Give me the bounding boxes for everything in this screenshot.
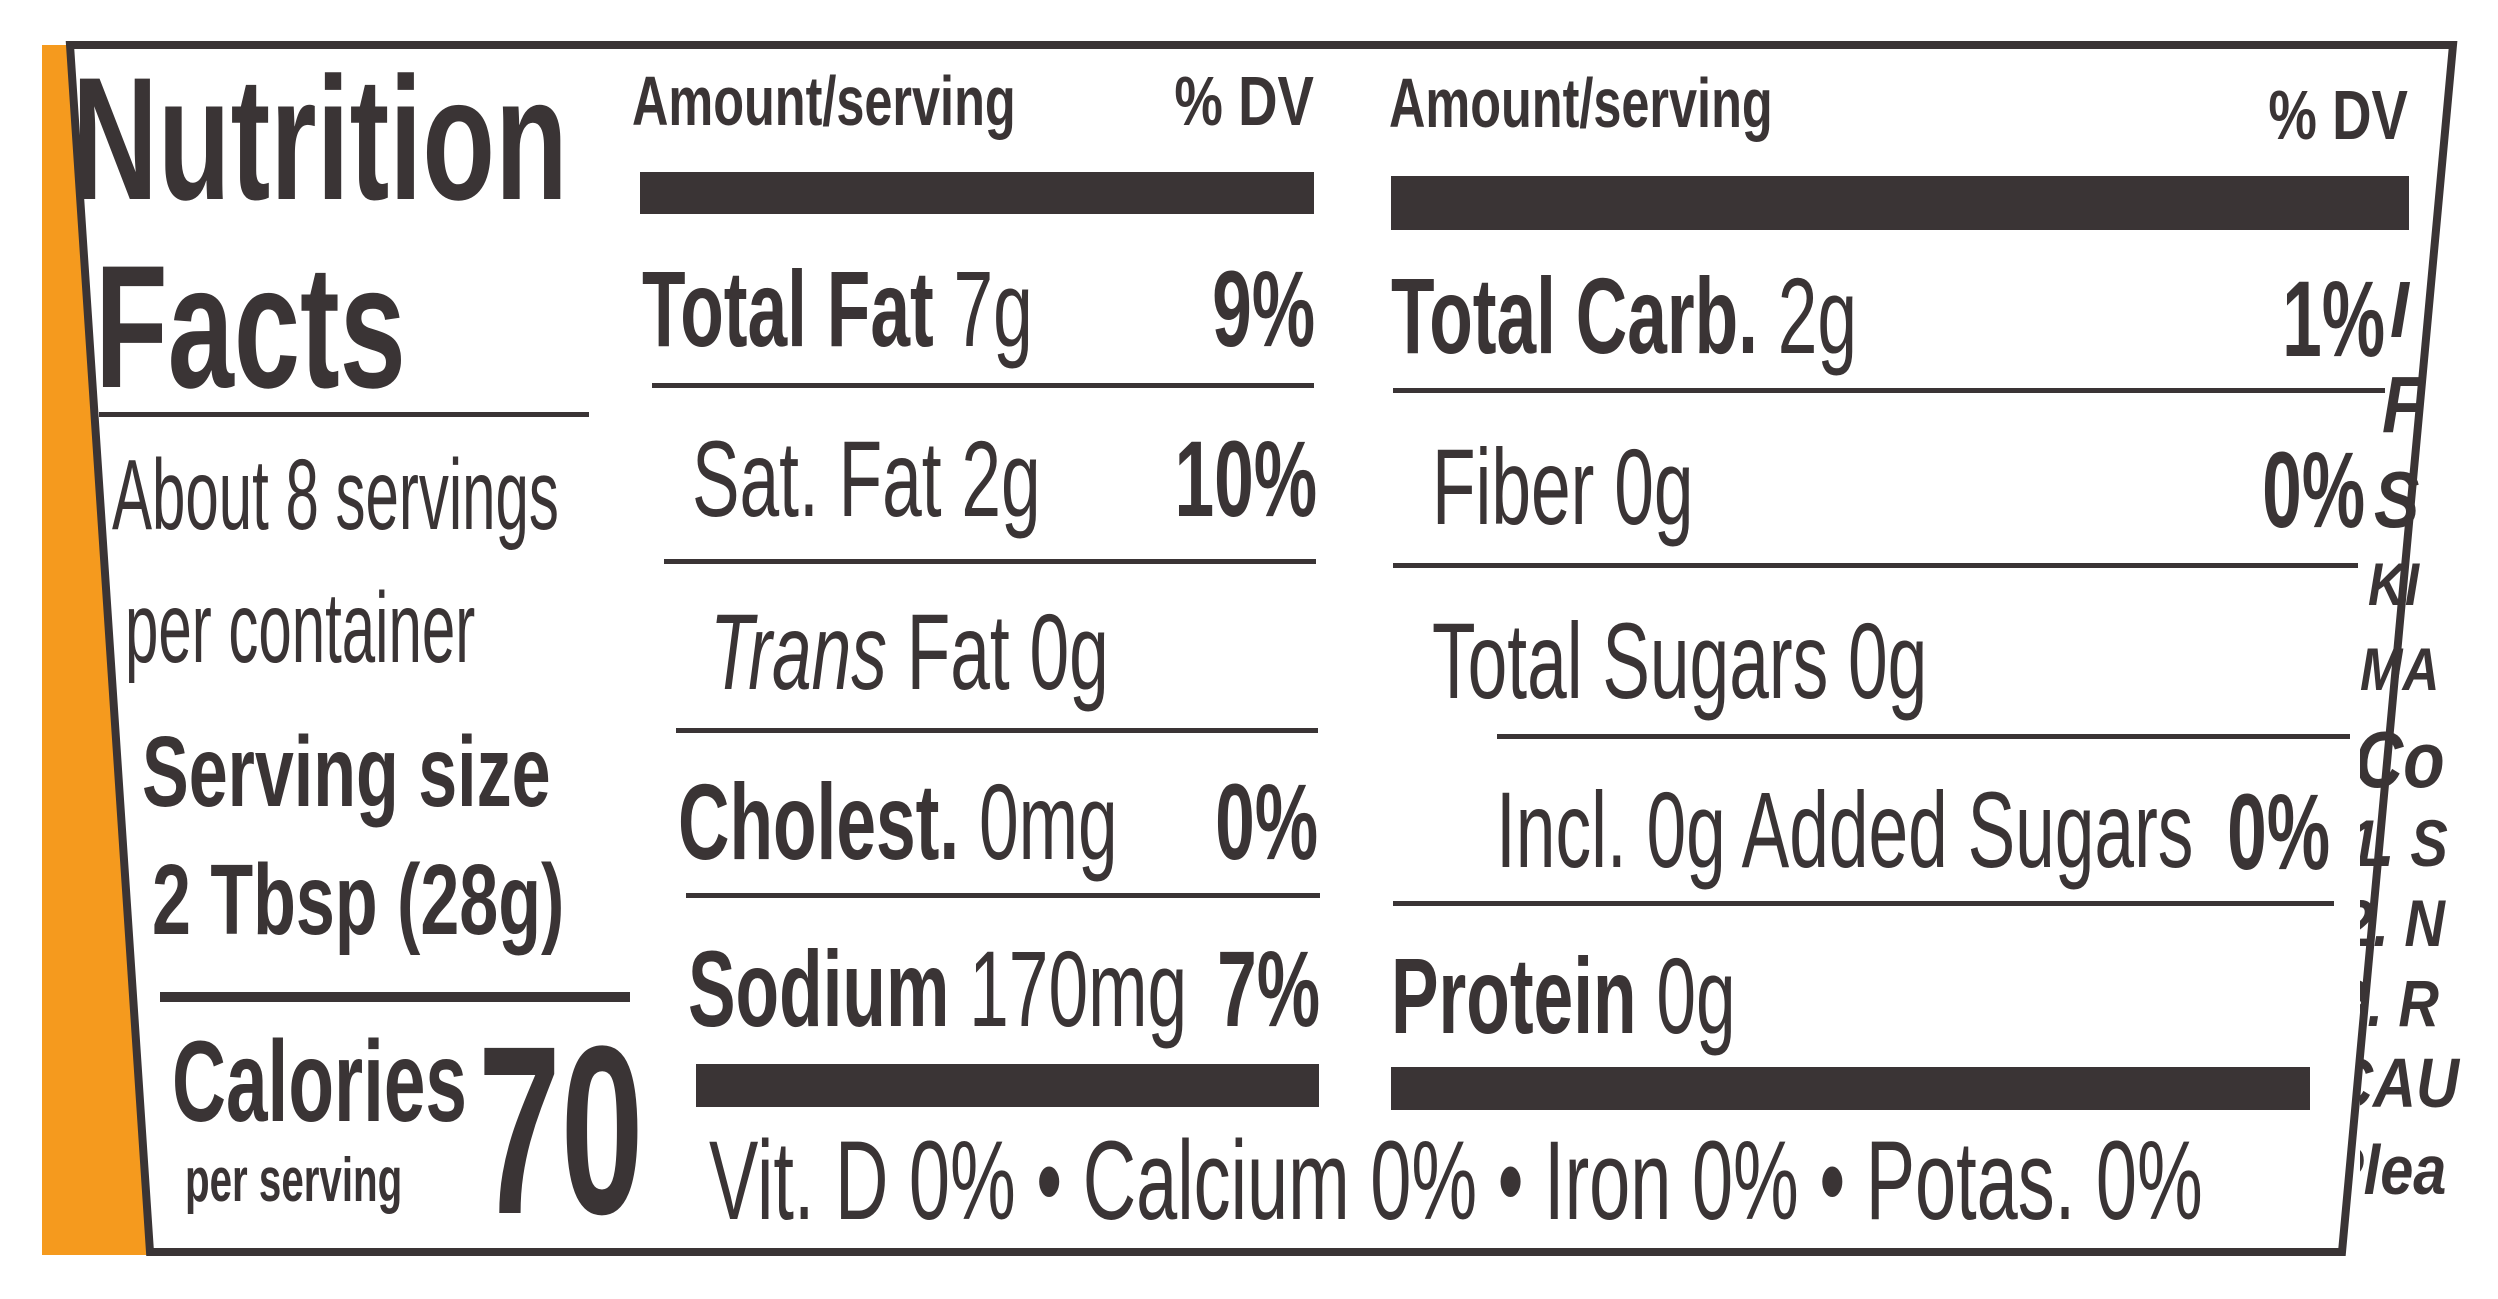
row-trans-fat: Trans Fat 0g [710, 591, 1109, 712]
col1-thick-bar [640, 172, 1314, 214]
row-added-sugars: Incl. 0g Added Sugars [1496, 769, 2194, 890]
row-cholesterol: Cholest. 0mg [678, 761, 1118, 882]
thick-divider [160, 992, 630, 1002]
row-total-fat: Total Fat 7g [642, 248, 1033, 369]
divider [676, 728, 1318, 733]
dv-total-fat: 9% [1211, 248, 1315, 369]
divider [652, 383, 1314, 388]
side-fragment: 1. S [2360, 806, 2448, 880]
side-fragment: I [2390, 265, 2409, 354]
serving-size-label: Serving size [142, 716, 551, 828]
dv-added-sugars: 0% [2226, 771, 2330, 892]
servings-per-container-2: per container [125, 572, 476, 684]
row-total-sugars: Total Sugars 0g [1432, 600, 1928, 721]
row-sat-fat: Sat. Fat 2g [692, 418, 1041, 539]
side-fragment: 3. R [2360, 966, 2439, 1040]
row-fiber: Fiber 0g [1432, 426, 1694, 547]
side-panel-text: I F S KI MA Co 1. S 2. N 3. R CAU Plea [2360, 200, 2498, 1260]
divider [664, 559, 1316, 564]
divider [1393, 563, 2358, 568]
dv-total-carb: 1% [2281, 258, 2385, 379]
row-protein: Protein 0g [1391, 935, 1736, 1056]
title-nutrition: Nutrition [72, 42, 568, 237]
side-fragment: KI [2368, 551, 2419, 618]
col2-bottom-bar [1391, 1067, 2310, 1110]
side-fragment: F [2382, 360, 2424, 449]
side-fragment: S [2374, 455, 2420, 544]
servings-per-container: About 8 servings [112, 439, 559, 551]
divider [686, 893, 1320, 898]
divider [1393, 901, 2334, 906]
dv-sodium: 7% [1216, 928, 1320, 1049]
row-total-carb: Total Carb. 2g [1391, 255, 1858, 376]
side-fragment: Plea [2360, 1131, 2447, 1209]
col1-bottom-bar [696, 1064, 1319, 1107]
divider [1497, 734, 2350, 739]
dv-fiber: 0% [2261, 429, 2365, 550]
side-fragment: MA [2360, 636, 2440, 703]
divider [1393, 388, 2385, 393]
row-sodium: Sodium 170mg [688, 928, 1188, 1049]
col2-header-dv: % DV [2268, 76, 2408, 154]
vitamins-minerals: Vit. D 0% • Calcium 0% • Iron 0% • Potas… [709, 1118, 2203, 1243]
title-facts: Facts [95, 230, 406, 425]
col1-header-dv: % DV [1174, 62, 1314, 140]
calories-per-serving: per serving [185, 1146, 403, 1215]
divider [99, 412, 589, 417]
calories-label: Calories [172, 1018, 467, 1146]
col1-header-amount: Amount/serving [632, 62, 1016, 140]
side-fragment: CAU [2360, 1044, 2459, 1122]
dv-cholesterol: 0% [1214, 761, 1318, 882]
calories-value: 70 [478, 996, 644, 1264]
side-fragment: Co [2360, 715, 2445, 804]
serving-size-value: 2 Tbsp (28g) [152, 844, 565, 956]
side-fragment: 2. N [2360, 886, 2445, 960]
dv-sat-fat: 10% [1174, 418, 1317, 539]
col2-thick-bar [1391, 176, 2409, 230]
col2-header-amount: Amount/serving [1389, 64, 1773, 142]
